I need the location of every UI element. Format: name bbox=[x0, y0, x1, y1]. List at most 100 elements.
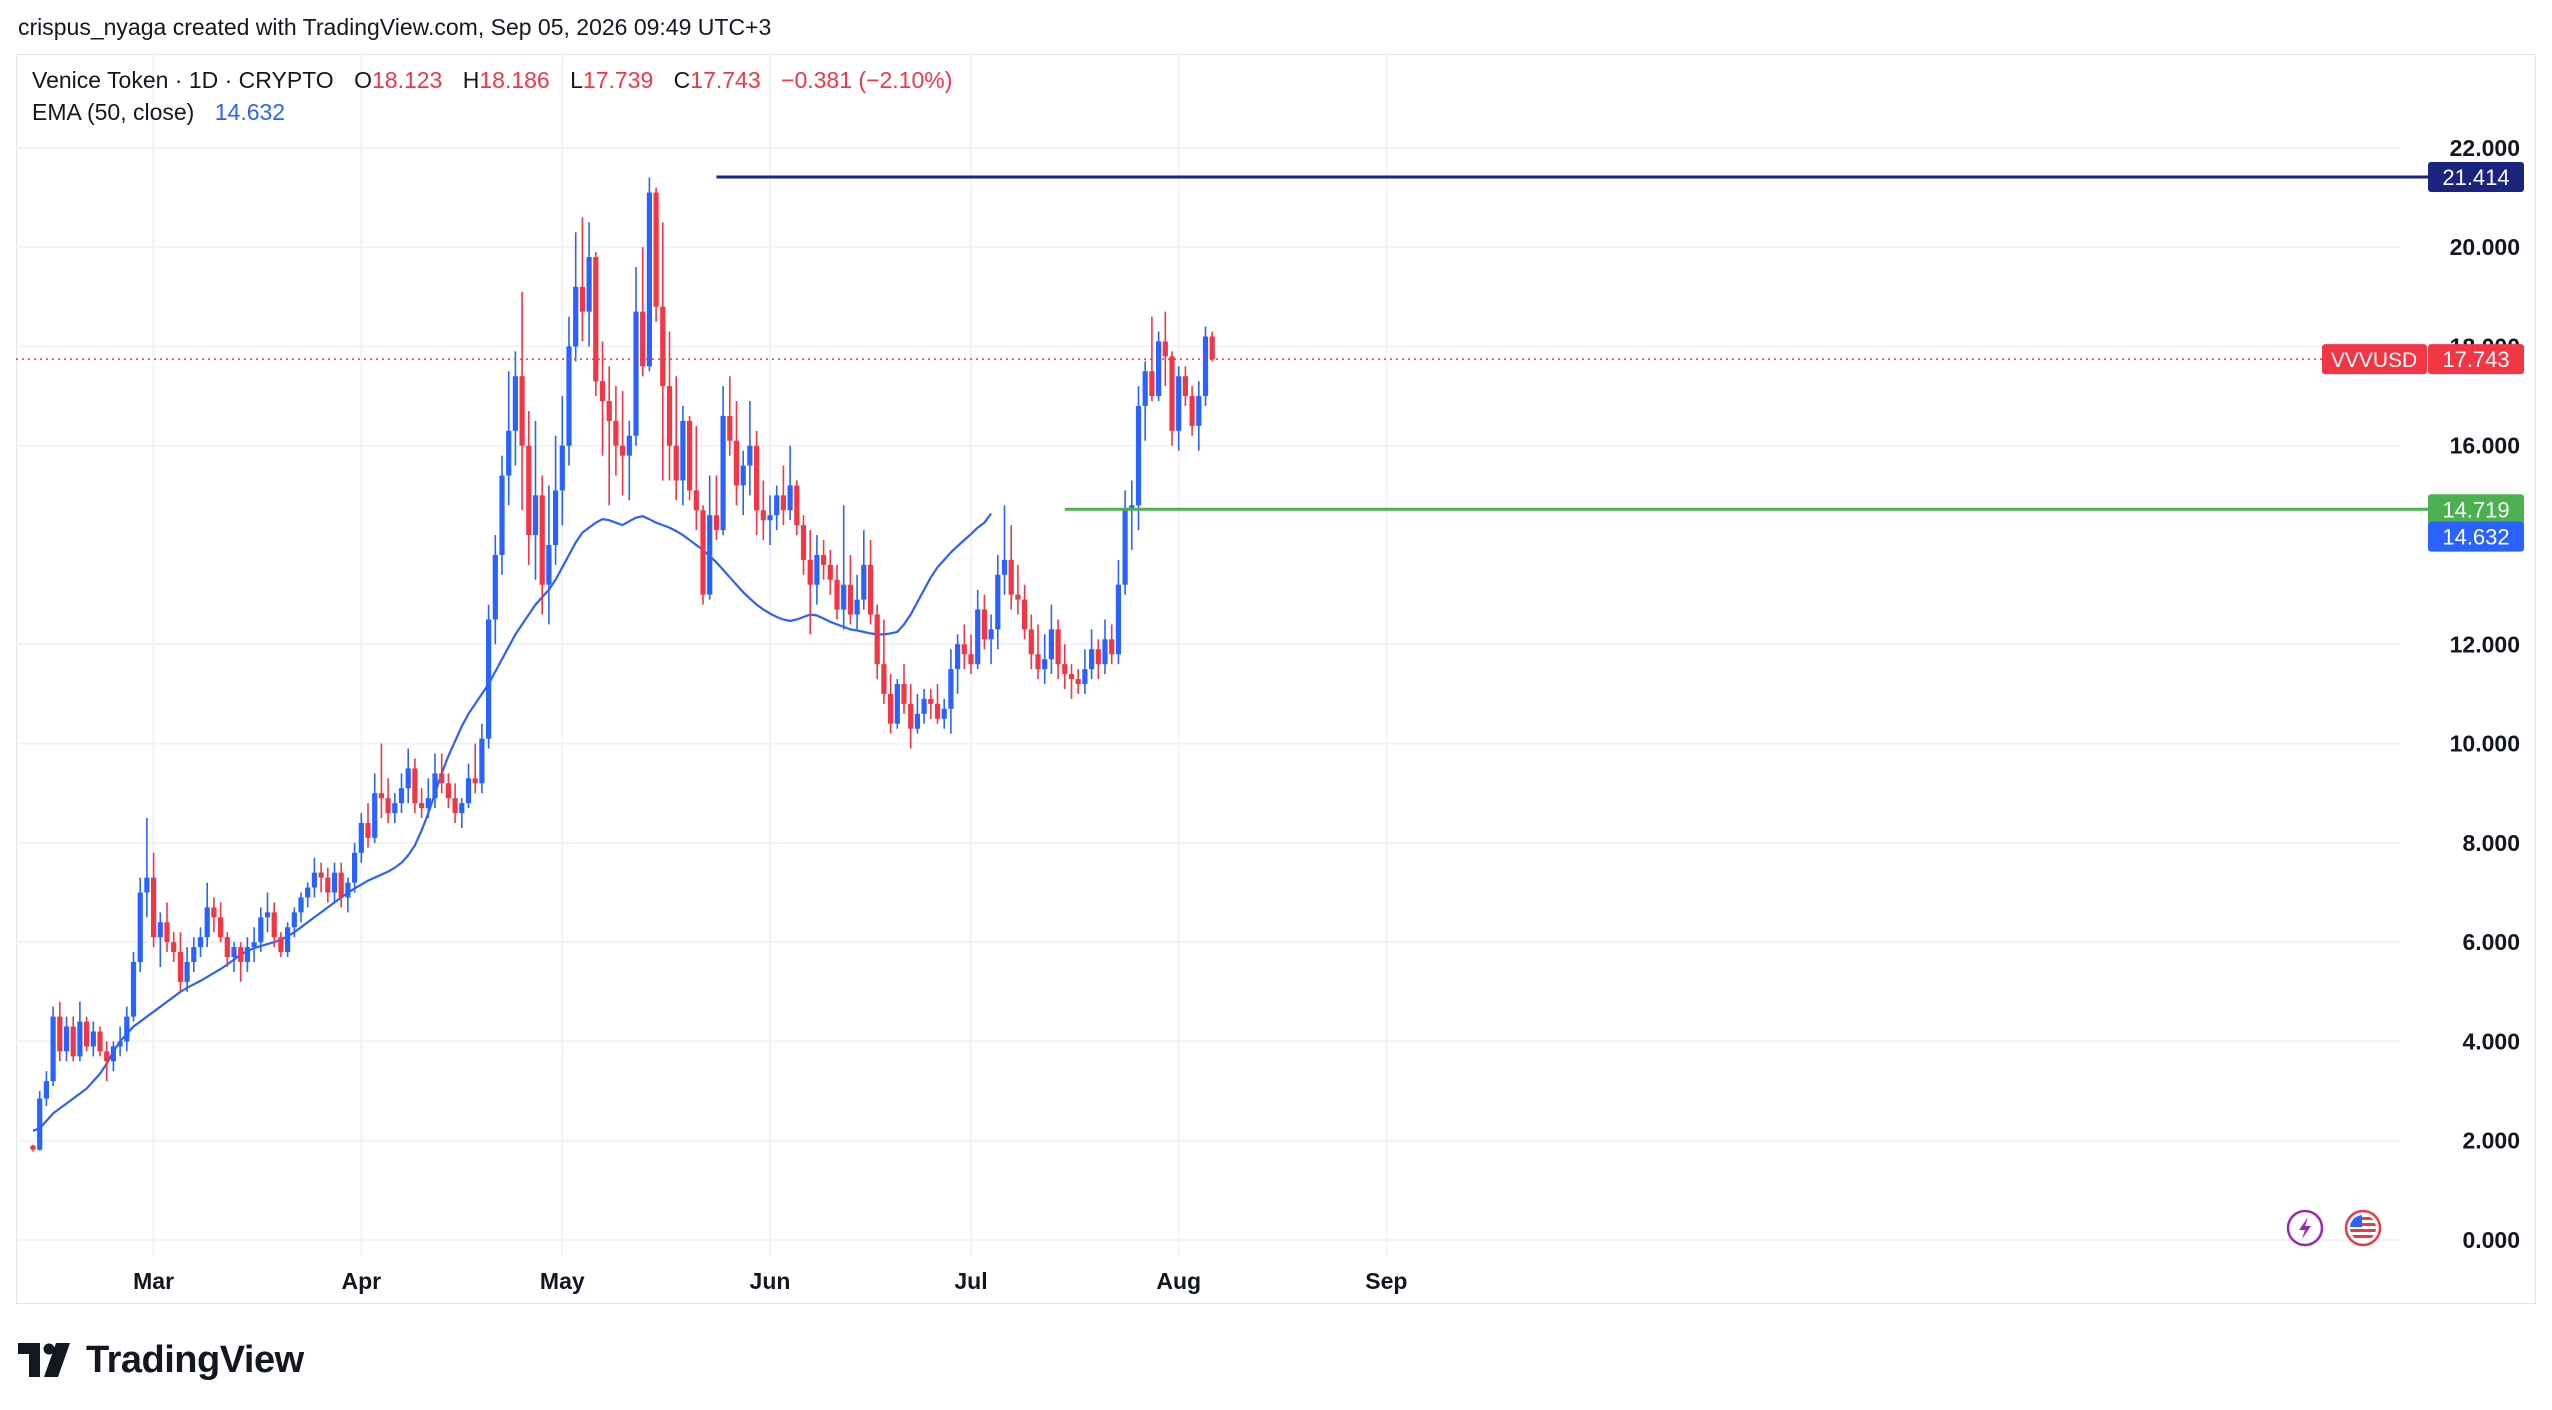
candle-body bbox=[573, 286, 579, 347]
candle-body bbox=[224, 937, 230, 958]
candle-body bbox=[914, 713, 920, 729]
candle-body bbox=[1122, 510, 1128, 585]
candle-body bbox=[211, 907, 217, 918]
candle-body bbox=[526, 445, 532, 536]
low-value: 17.739 bbox=[582, 67, 654, 93]
candle-body bbox=[854, 599, 860, 615]
candle-body bbox=[760, 510, 766, 521]
axis-badges: 21.414 14.719 VVVUSD 17.743 14.632 bbox=[2322, 161, 2524, 552]
candle-body bbox=[1115, 584, 1121, 655]
candle-body bbox=[1189, 396, 1195, 426]
close-value: 17.743 bbox=[690, 67, 761, 93]
candle-body bbox=[432, 773, 438, 799]
tradingview-logo-icon[interactable] bbox=[18, 1343, 76, 1377]
us-flag-icon[interactable] bbox=[2344, 1209, 2382, 1247]
candle-body bbox=[84, 1021, 90, 1047]
support-badge-text: 14.719 bbox=[2442, 497, 2509, 522]
candle-body bbox=[586, 257, 592, 312]
candle-body bbox=[1062, 664, 1068, 675]
last-price-badge: VVVUSD bbox=[2322, 344, 2427, 375]
candle-body bbox=[559, 445, 565, 491]
resistance-badge-text: 21.414 bbox=[2442, 165, 2509, 190]
candle-body bbox=[264, 912, 271, 918]
high-label: H bbox=[462, 67, 480, 93]
candle-body bbox=[197, 937, 204, 948]
candle-body bbox=[1015, 594, 1021, 600]
symbol-info: Venice Token · 1D · CRYPTO bbox=[32, 67, 334, 93]
candle-body bbox=[465, 778, 472, 804]
candle-body bbox=[97, 1031, 103, 1052]
candle-body bbox=[325, 877, 331, 893]
ema-badge: 14.632 bbox=[2428, 521, 2524, 552]
candle-body bbox=[512, 376, 518, 431]
candle-body bbox=[713, 515, 719, 531]
candle-body bbox=[452, 798, 458, 814]
candle-body bbox=[37, 1098, 43, 1150]
candle-body bbox=[1196, 396, 1202, 426]
price-chart[interactable]: 22.00020.00018.00016.00012.00010.0008.00… bbox=[0, 0, 2552, 1320]
candle-body bbox=[1001, 559, 1008, 575]
y-tick-label: 2.000 bbox=[2462, 1128, 2520, 1154]
candle-body bbox=[218, 917, 224, 938]
chart-legend: Venice Token · 1D · CRYPTO O18.123 H18.1… bbox=[32, 64, 952, 128]
y-tick-label: 16.000 bbox=[2450, 433, 2520, 459]
candle-body bbox=[305, 887, 311, 898]
candle-body bbox=[620, 445, 626, 456]
candle-body bbox=[539, 495, 545, 585]
x-tick-label: Sep bbox=[1365, 1268, 1407, 1294]
candle-body bbox=[271, 912, 277, 938]
support-badge-bg bbox=[2428, 494, 2524, 525]
candle-body bbox=[50, 1016, 56, 1082]
candle-body bbox=[1035, 654, 1041, 670]
candle-body bbox=[687, 420, 693, 491]
candle-body bbox=[251, 942, 257, 948]
candle-body bbox=[941, 708, 947, 719]
candle-body bbox=[285, 927, 291, 953]
flash-icon[interactable] bbox=[2286, 1209, 2324, 1247]
candle-body bbox=[834, 579, 840, 610]
y-tick-label: 8.000 bbox=[2462, 830, 2520, 856]
y-tick-label: 4.000 bbox=[2462, 1028, 2520, 1054]
candle-body bbox=[90, 1031, 96, 1047]
ema-value: 14.632 bbox=[214, 99, 286, 125]
footer: TradingView bbox=[18, 1335, 304, 1385]
candle-body bbox=[472, 778, 478, 784]
last-price-value-badge: 17.743 bbox=[2428, 344, 2524, 375]
symbol-badge-text: VVVUSD bbox=[2331, 349, 2417, 372]
candle-body bbox=[693, 490, 699, 511]
candle-body bbox=[680, 420, 686, 481]
candle-body bbox=[445, 783, 451, 799]
candle-body bbox=[258, 917, 264, 943]
candle-body bbox=[130, 962, 137, 1017]
candle-body bbox=[707, 515, 713, 595]
resistance-badge-bg bbox=[2428, 161, 2524, 192]
candle-body bbox=[392, 803, 398, 814]
x-tick-label: Mar bbox=[133, 1268, 174, 1294]
candle-body bbox=[345, 882, 351, 898]
candle-body bbox=[599, 381, 606, 402]
candle-body bbox=[372, 793, 378, 838]
horizontal-levels bbox=[16, 175, 2430, 511]
candle-body bbox=[1209, 336, 1215, 360]
candle-body bbox=[700, 510, 706, 595]
candle-body bbox=[1082, 669, 1088, 684]
candle-body bbox=[1068, 674, 1075, 680]
candle-body bbox=[164, 922, 170, 943]
candle-body bbox=[405, 768, 411, 789]
candle-body bbox=[30, 1145, 36, 1150]
candle-body bbox=[1095, 649, 1101, 665]
y-tick-label: 20.000 bbox=[2450, 234, 2520, 260]
candle-body bbox=[673, 445, 679, 481]
candle-body bbox=[1135, 406, 1142, 506]
candle-body bbox=[733, 440, 740, 486]
chart-frame[interactable] bbox=[16, 54, 2536, 1304]
high-value: 18.186 bbox=[479, 67, 550, 93]
candle-body bbox=[385, 798, 391, 814]
candle-body bbox=[63, 1026, 70, 1052]
x-tick-label: Aug bbox=[1156, 1268, 1201, 1294]
candle-body bbox=[425, 798, 431, 809]
y-tick-label: 0.000 bbox=[2462, 1227, 2520, 1253]
tradingview-brand[interactable]: TradingView bbox=[86, 1338, 304, 1381]
open-label: O bbox=[354, 67, 372, 93]
candle-body bbox=[70, 1026, 76, 1057]
